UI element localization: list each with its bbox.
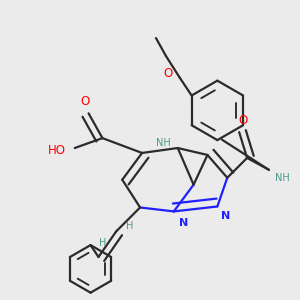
Text: N: N <box>221 212 230 221</box>
Text: N: N <box>179 218 188 228</box>
Text: NH: NH <box>275 173 290 183</box>
Text: H: H <box>127 221 134 231</box>
Text: O: O <box>238 114 248 127</box>
Text: O: O <box>163 67 172 80</box>
Text: H: H <box>99 238 106 248</box>
Text: NH: NH <box>157 138 171 148</box>
Text: O: O <box>80 95 89 108</box>
Text: HO: HO <box>48 143 66 157</box>
